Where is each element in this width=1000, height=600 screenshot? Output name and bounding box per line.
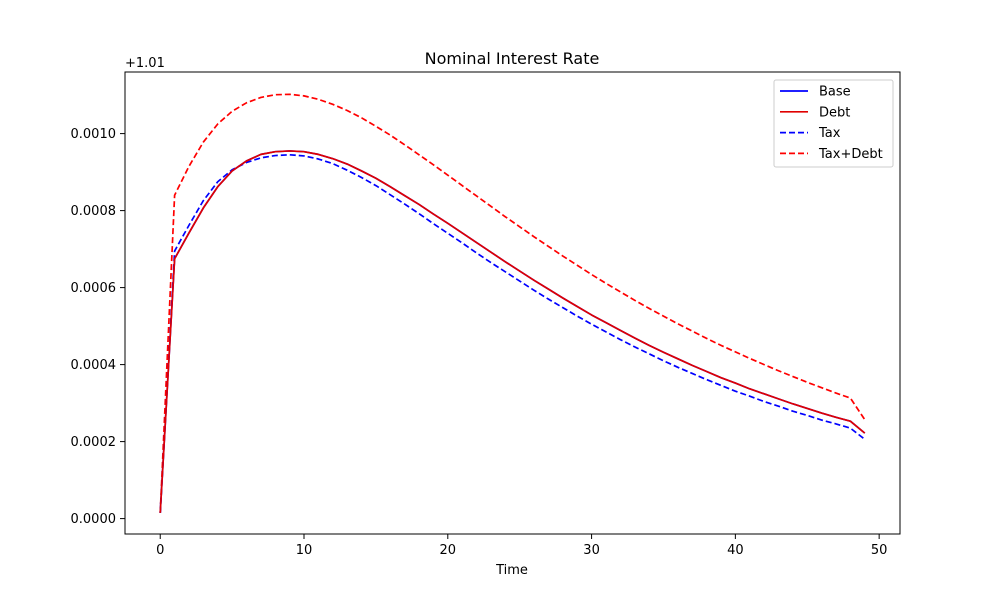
y-tick-label: 0.0006 xyxy=(71,281,117,296)
series-line-tax-debt xyxy=(159,93,866,513)
y-tick-label: 0.0008 xyxy=(71,204,117,219)
legend-box xyxy=(773,79,894,168)
legend-label: Tax+Debt xyxy=(818,147,883,162)
x-axis: 0 10 20 30 40 50 xyxy=(156,534,887,558)
x-tick-label: 30 xyxy=(583,543,600,558)
series-line-debt xyxy=(159,150,866,513)
x-tick-label: 40 xyxy=(727,543,744,558)
y-axis: 0.0000 0.0002 0.0004 0.0006 0.0008 0.0010 xyxy=(71,127,125,527)
x-tick-label: 0 xyxy=(156,543,164,558)
legend-label: Tax xyxy=(818,126,841,141)
y-tick-label: 0.0004 xyxy=(71,358,117,373)
legend-label: Base xyxy=(819,85,851,100)
y-tick-label: 0.0010 xyxy=(71,127,117,142)
legend-label: Debt xyxy=(819,105,850,120)
legend: Base Debt Tax Tax+Debt xyxy=(773,79,894,168)
x-tick-label: 50 xyxy=(871,543,888,558)
x-tick-label: 10 xyxy=(296,543,313,558)
x-axis-label: Time xyxy=(495,563,528,578)
chart-title: Nominal Interest Rate xyxy=(425,49,600,68)
y-tick-label: 0.0000 xyxy=(71,512,117,527)
x-tick-label: 20 xyxy=(440,543,457,558)
plot-frame xyxy=(124,71,901,535)
y-offset-label: +1.01 xyxy=(125,56,165,71)
series-layer xyxy=(159,93,866,513)
y-tick-label: 0.0002 xyxy=(71,435,117,450)
series-line-tax xyxy=(159,153,866,513)
